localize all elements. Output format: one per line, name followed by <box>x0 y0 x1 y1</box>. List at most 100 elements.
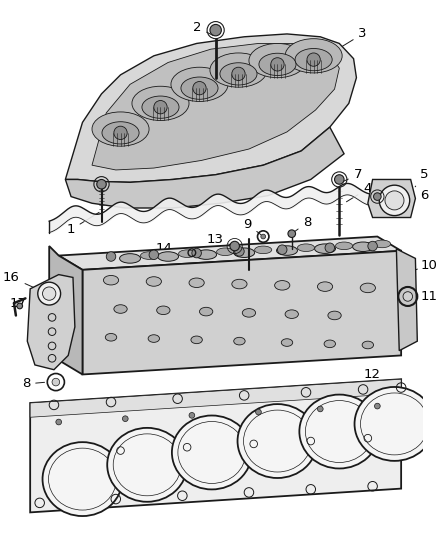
Circle shape <box>385 191 404 210</box>
Ellipse shape <box>141 252 158 260</box>
Ellipse shape <box>324 340 336 348</box>
Ellipse shape <box>362 341 374 349</box>
Ellipse shape <box>146 277 162 286</box>
Circle shape <box>189 413 195 418</box>
Text: 8: 8 <box>22 377 45 391</box>
Ellipse shape <box>105 334 117 341</box>
Text: 4: 4 <box>346 182 371 202</box>
Circle shape <box>278 245 287 254</box>
Ellipse shape <box>242 309 256 317</box>
Circle shape <box>58 330 69 342</box>
Ellipse shape <box>179 250 196 257</box>
Text: 6: 6 <box>410 189 428 202</box>
Polygon shape <box>92 44 339 170</box>
Polygon shape <box>368 180 415 217</box>
Text: 14: 14 <box>156 243 189 255</box>
Circle shape <box>368 241 378 251</box>
Circle shape <box>114 126 127 140</box>
Ellipse shape <box>132 86 189 120</box>
Ellipse shape <box>336 242 353 249</box>
Ellipse shape <box>217 248 234 255</box>
Ellipse shape <box>42 442 123 516</box>
Ellipse shape <box>120 254 141 263</box>
Ellipse shape <box>102 122 139 144</box>
Circle shape <box>42 287 56 300</box>
Text: 5: 5 <box>415 168 429 187</box>
Polygon shape <box>30 379 401 417</box>
Polygon shape <box>396 249 417 351</box>
Ellipse shape <box>275 280 290 290</box>
Circle shape <box>403 292 413 301</box>
Ellipse shape <box>276 246 297 255</box>
Circle shape <box>52 378 60 386</box>
Circle shape <box>288 230 296 238</box>
Text: 2: 2 <box>193 21 213 36</box>
Ellipse shape <box>210 53 267 87</box>
Ellipse shape <box>281 339 293 346</box>
Ellipse shape <box>234 337 245 345</box>
Ellipse shape <box>297 244 314 252</box>
Ellipse shape <box>285 39 342 73</box>
Ellipse shape <box>237 404 318 478</box>
Circle shape <box>193 82 206 95</box>
Circle shape <box>256 409 261 415</box>
Ellipse shape <box>234 248 254 257</box>
Text: 15: 15 <box>80 347 118 369</box>
Circle shape <box>123 416 128 422</box>
Circle shape <box>17 303 23 309</box>
Circle shape <box>379 185 410 216</box>
Ellipse shape <box>353 242 374 252</box>
Ellipse shape <box>157 306 170 314</box>
Circle shape <box>374 193 381 200</box>
Polygon shape <box>30 379 401 512</box>
Ellipse shape <box>107 428 187 502</box>
Polygon shape <box>27 274 75 370</box>
Text: 13: 13 <box>206 233 232 246</box>
Ellipse shape <box>360 283 375 293</box>
Polygon shape <box>49 246 82 375</box>
Text: 12: 12 <box>363 368 380 386</box>
Text: 1: 1 <box>67 212 99 236</box>
Ellipse shape <box>318 282 332 292</box>
Ellipse shape <box>374 240 391 248</box>
Ellipse shape <box>249 44 306 78</box>
Circle shape <box>149 250 159 260</box>
Circle shape <box>307 53 320 66</box>
Circle shape <box>230 241 240 251</box>
Ellipse shape <box>254 246 272 254</box>
Circle shape <box>261 234 265 239</box>
Ellipse shape <box>103 276 119 285</box>
Circle shape <box>58 307 69 318</box>
Ellipse shape <box>114 305 127 313</box>
Ellipse shape <box>142 96 179 118</box>
Circle shape <box>154 101 167 114</box>
Circle shape <box>271 58 284 71</box>
Text: 7: 7 <box>344 168 362 181</box>
Circle shape <box>318 406 323 412</box>
Ellipse shape <box>314 244 336 253</box>
Ellipse shape <box>92 112 149 146</box>
Ellipse shape <box>189 278 204 287</box>
Circle shape <box>38 282 60 305</box>
Ellipse shape <box>158 252 179 261</box>
Ellipse shape <box>199 308 213 316</box>
Polygon shape <box>65 127 344 208</box>
Ellipse shape <box>148 335 159 342</box>
Ellipse shape <box>181 77 218 99</box>
Text: 8: 8 <box>294 216 311 232</box>
Ellipse shape <box>285 310 298 318</box>
Ellipse shape <box>191 336 202 344</box>
Ellipse shape <box>299 394 379 469</box>
Circle shape <box>335 175 344 184</box>
Text: 11: 11 <box>417 290 437 303</box>
Circle shape <box>232 67 245 80</box>
Ellipse shape <box>196 250 217 260</box>
Circle shape <box>192 248 201 258</box>
Circle shape <box>106 252 116 261</box>
Text: 3: 3 <box>337 27 367 50</box>
Text: 9: 9 <box>244 217 261 235</box>
Text: 10: 10 <box>415 259 437 272</box>
Ellipse shape <box>259 53 296 76</box>
Polygon shape <box>65 34 357 182</box>
Ellipse shape <box>328 311 341 320</box>
